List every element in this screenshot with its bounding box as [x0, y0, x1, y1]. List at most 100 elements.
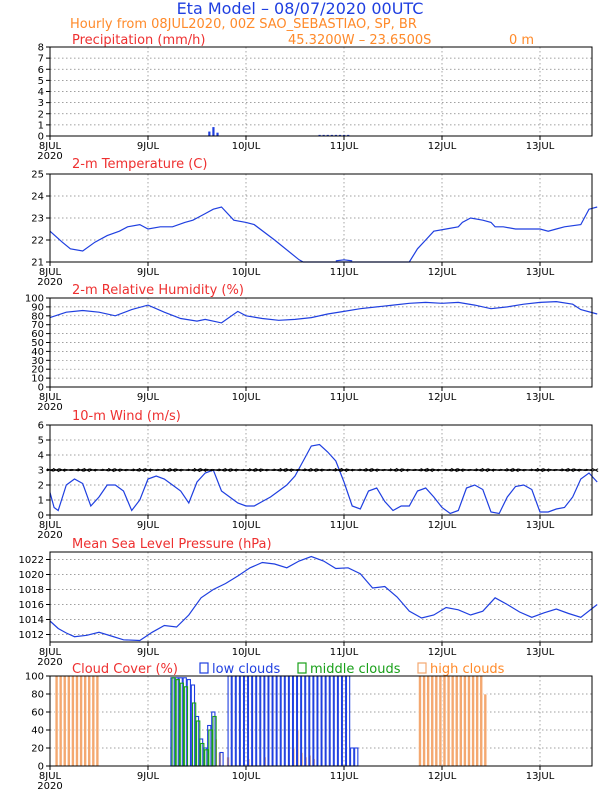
cloud_cover-xtick-label: 12JUL — [428, 771, 457, 782]
humidity-ytick-label: 50 — [31, 338, 44, 349]
high-clouds-bar — [79, 675, 83, 767]
low-clouds-bar — [345, 675, 351, 767]
low-clouds-bar — [337, 675, 343, 767]
wind-xtick-label: 12JUL — [428, 520, 457, 531]
low-clouds-bar — [219, 751, 224, 767]
middle-clouds-bar — [208, 729, 213, 767]
wind-ytick-label: 2 — [38, 481, 44, 492]
temperature-xtick-label: 9JUL — [137, 267, 160, 278]
temperature-line-segment — [335, 259, 353, 262]
humidity-ytick-label: 90 — [31, 302, 44, 313]
low-clouds-bar — [272, 675, 277, 767]
high-clouds-bar — [438, 675, 443, 767]
high-clouds-bar — [430, 675, 435, 767]
wind-ytick-label: 1 — [38, 496, 44, 507]
high-clouds-bar — [71, 675, 75, 767]
temperature-xtick-label: 10JUL — [232, 267, 261, 278]
humidity-ytick-label: 20 — [31, 365, 44, 376]
low-clouds-bar — [350, 747, 355, 767]
high-clouds-bar — [454, 675, 459, 767]
precipitation-xtick-label: 12JUL — [428, 141, 457, 152]
humidity-ytick-label: 80 — [31, 311, 44, 322]
wind-xtick-label: 13JUL — [526, 520, 555, 531]
wind-ytick-label: 5 — [38, 436, 44, 447]
station-coordinates: 45.3200W – 23.6500S — [288, 33, 431, 48]
precipitation-ytick-label: 1 — [38, 120, 44, 131]
low-clouds-bar — [333, 675, 338, 767]
precipitation-year-label: 2020 — [37, 151, 62, 162]
precipitation-bar — [212, 127, 215, 136]
pressure-year-label: 2020 — [37, 657, 62, 668]
middle-clouds-legend-label: middle clouds — [310, 662, 401, 677]
humidity-xtick-label: 11JUL — [330, 392, 359, 403]
temperature-year-label: 2020 — [37, 277, 62, 288]
cloud-cover-title: Cloud Cover (%) — [72, 662, 178, 677]
low-clouds-bar — [256, 675, 261, 767]
wind-barb — [591, 468, 599, 472]
middle-clouds-bar — [204, 749, 209, 767]
humidity-frame — [49, 297, 593, 388]
high-clouds-bar — [67, 675, 71, 767]
temperature-frame — [49, 173, 593, 263]
high-clouds-bar — [471, 675, 475, 767]
pressure-frame — [49, 551, 593, 643]
wind-title: 10-m Wind (m/s) — [72, 409, 181, 424]
precipitation-bar — [330, 134, 333, 136]
humidity-xtick-label: 13JUL — [526, 392, 555, 403]
cloud_cover-ytick-label: 0 — [38, 762, 44, 773]
high-clouds-bar — [434, 675, 439, 767]
temperature-ytick-label: 23 — [31, 214, 44, 225]
precipitation-ytick-label: 2 — [38, 109, 44, 120]
wind-barbs — [46, 467, 599, 473]
humidity-ytick-label: 30 — [31, 356, 44, 367]
humidity-ytick-label: 10 — [31, 374, 44, 385]
low-clouds-bar — [341, 675, 347, 767]
middle-clouds-bar — [196, 720, 201, 767]
precipitation-bar — [208, 131, 211, 136]
precipitation-xtick-label: 11JUL — [330, 141, 359, 152]
middle-clouds-bar — [171, 677, 176, 767]
low-clouds-bar — [264, 675, 269, 767]
precipitation-xtick-label: 10JUL — [232, 141, 261, 152]
temperature-title: 2-m Temperature (C) — [72, 157, 207, 172]
high-clouds-bar — [442, 675, 447, 767]
low-clouds-bar — [239, 675, 245, 767]
wind-ytick-label: 4 — [38, 451, 44, 462]
low-clouds-bar — [288, 675, 294, 767]
pressure-xtick-label: 10JUL — [232, 647, 261, 658]
low-clouds-bar — [317, 675, 322, 767]
temperature-ytick-label: 24 — [31, 192, 44, 203]
high-clouds-bar — [91, 675, 96, 767]
wind-line — [49, 443, 598, 515]
humidity-year-label: 2020 — [37, 402, 62, 413]
temperature-xtick-label: 8JUL — [39, 267, 62, 278]
temperature-ytick-label: 25 — [31, 170, 44, 181]
precipitation-ytick-label: 4 — [38, 87, 44, 98]
high-clouds-bar — [422, 675, 426, 767]
pressure-title: Mean Sea Level Pressure (hPa) — [72, 537, 272, 552]
high-clouds-bar — [475, 675, 479, 767]
cloud_cover-year-label: 2020 — [37, 781, 62, 792]
temperature-panel: 2-m Temperature (C) 21 22 23 24 25 8JUL 9JUL 10… — [31, 157, 598, 288]
low-clouds-bar — [235, 675, 240, 767]
high-clouds-legend-label: high clouds — [430, 662, 505, 677]
humidity-xtick-label: 12JUL — [428, 392, 457, 403]
pressure-xtick-label: 11JUL — [330, 647, 359, 658]
humidity-title: 2-m Relative Humidity (%) — [72, 283, 244, 298]
precipitation-bar — [347, 134, 350, 136]
low-clouds-legend-icon — [199, 662, 209, 674]
precipitation-bar — [326, 134, 329, 136]
high-clouds-bar — [58, 675, 63, 767]
precipitation-bar — [322, 134, 325, 136]
precipitation-ytick-label: 6 — [38, 65, 44, 76]
pressure-ytick-label: 1022 — [19, 555, 44, 566]
precipitation-title: Precipitation (mm/h) — [72, 33, 205, 48]
low-clouds-bar — [321, 675, 326, 767]
low-clouds-bar — [260, 675, 265, 767]
pressure-xtick-label: 13JUL — [526, 647, 555, 658]
middle-clouds-bar — [200, 742, 205, 767]
low-clouds-bar — [243, 675, 249, 767]
precipitation-xtick-label: 8JUL — [39, 141, 62, 152]
